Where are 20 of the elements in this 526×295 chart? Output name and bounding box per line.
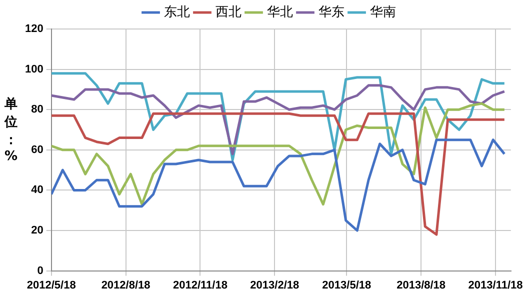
x-tick-label: 2013/5/18 (322, 279, 372, 292)
x-tick-label: 2012/11/18 (172, 279, 228, 292)
y-axis-title: 单位：% (3, 96, 19, 164)
legend-label: 西北 (215, 4, 242, 20)
y-tick-label: 80 (31, 104, 44, 116)
x-tick-label: 2012/5/18 (26, 279, 76, 292)
legend-label: 东北 (164, 4, 190, 20)
x-tick-label: 2012/8/18 (101, 279, 150, 292)
legend-label: 华南 (370, 4, 396, 20)
y-tick-label: 20 (31, 224, 44, 237)
y-tick-label: 100 (24, 63, 44, 76)
y-tick-label: 40 (31, 184, 44, 196)
y-tick-label: 0 (37, 264, 44, 277)
legend-label: 华东 (318, 4, 344, 20)
x-tick-label: 2013/2/18 (250, 279, 300, 292)
x-tick-label: 2013/11/18 (468, 279, 523, 292)
x-tick-label: 2013/8/18 (396, 279, 446, 292)
y-tick-label: 120 (24, 23, 44, 36)
y-tick-label: 60 (31, 144, 44, 156)
legend-label: 华北 (266, 4, 293, 20)
